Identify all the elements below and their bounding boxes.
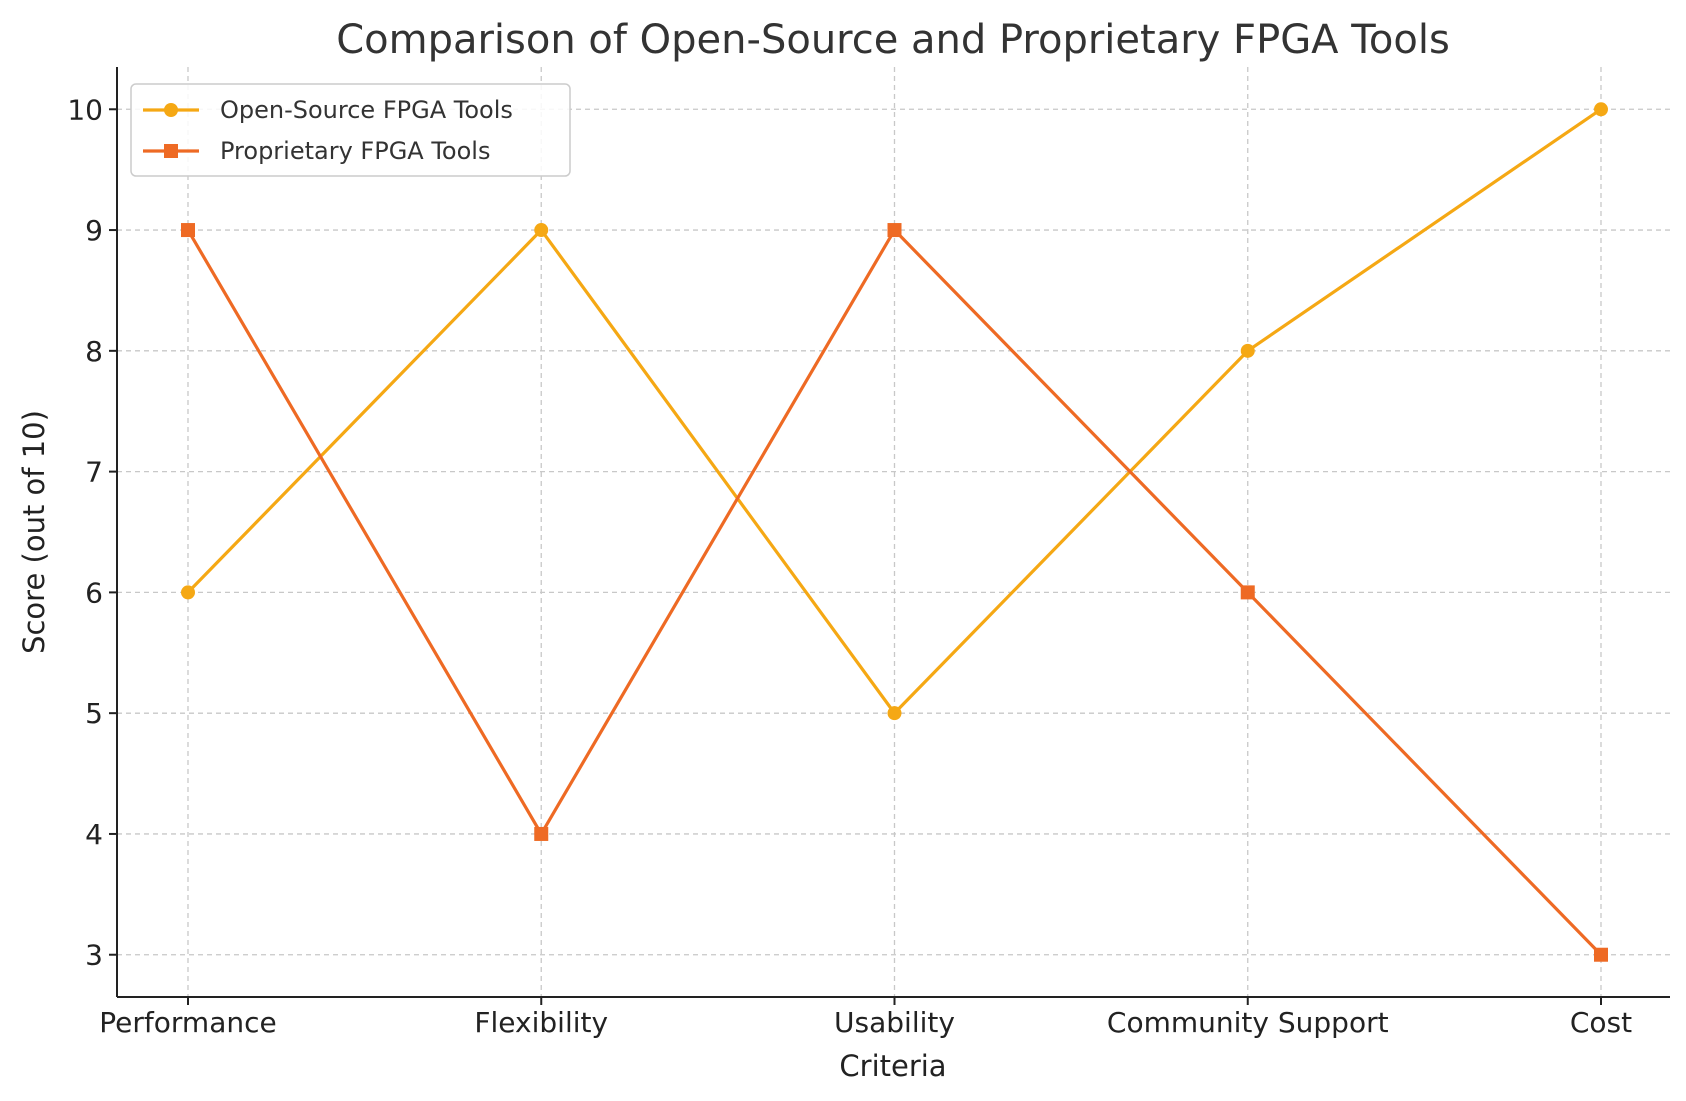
data-point-open-source-fpga-tools-cost — [1594, 102, 1608, 117]
y-tick-label-9: 9 — [85, 214, 103, 247]
x-axis-label: Criteria — [839, 1049, 946, 1083]
data-point-open-source-fpga-tools-usability — [887, 706, 902, 721]
chart-title: Comparison of Open-Source and Proprietar… — [336, 17, 1450, 63]
legend-item-proprietary-fpga-tools: Proprietary FPGA Tools — [143, 137, 490, 165]
legend-marker-circle — [164, 103, 178, 117]
legend-box — [130, 83, 571, 177]
y-tick-label-6: 6 — [85, 576, 103, 609]
ticks: Performance Flexibility Usability Community… — [67, 93, 1632, 1039]
y-tick-label-3: 3 — [85, 939, 103, 972]
legend: Open-Source FPGA Tools Proprietary FPGA T… — [130, 83, 571, 177]
data-point-proprietary-fpga-tools-performance — [181, 223, 195, 238]
data-point-open-source-fpga-tools-flexibility — [534, 223, 549, 238]
data-point-proprietary-fpga-tools-cost — [1594, 947, 1608, 962]
x-tick-label-flexibility: Flexibility — [474, 1006, 608, 1039]
data-point-open-source-fpga-tools-performance — [181, 585, 195, 600]
y-tick-label-4: 4 — [85, 818, 103, 851]
y-tick-label-7: 7 — [85, 456, 103, 489]
legend-marker-square — [164, 144, 178, 158]
data-point-proprietary-fpga-tools-usability — [887, 223, 902, 238]
legend-item-open-source-fpga-tools: Open-Source FPGA Tools — [143, 96, 513, 124]
x-tick-label-community-support: Community Support — [1107, 1006, 1389, 1039]
data-point-proprietary-fpga-tools-flexibility — [534, 826, 549, 841]
x-tick-label-cost: Cost — [1570, 1006, 1632, 1039]
x-tick-label-usability: Usability — [834, 1006, 955, 1039]
x-tick-label-performance: Performance — [99, 1006, 276, 1039]
data-point-open-source-fpga-tools-community-support — [1240, 343, 1255, 358]
data-point-proprietary-fpga-tools-community-support — [1240, 585, 1255, 600]
grid-lines — [117, 67, 1670, 997]
axes — [116, 67, 1670, 998]
y-axis-label: Score (out of 10) — [17, 410, 51, 654]
y-tick-label-10: 10 — [67, 93, 103, 126]
legend-label: Open-Source FPGA Tools — [220, 96, 513, 124]
y-tick-label-8: 8 — [85, 335, 103, 368]
series — [181, 102, 1608, 962]
legend-label: Proprietary FPGA Tools — [220, 137, 490, 165]
y-tick-label-5: 5 — [85, 697, 103, 730]
series-open-source-fpga-tools — [181, 102, 1608, 721]
series-proprietary-fpga-tools — [181, 223, 1608, 962]
